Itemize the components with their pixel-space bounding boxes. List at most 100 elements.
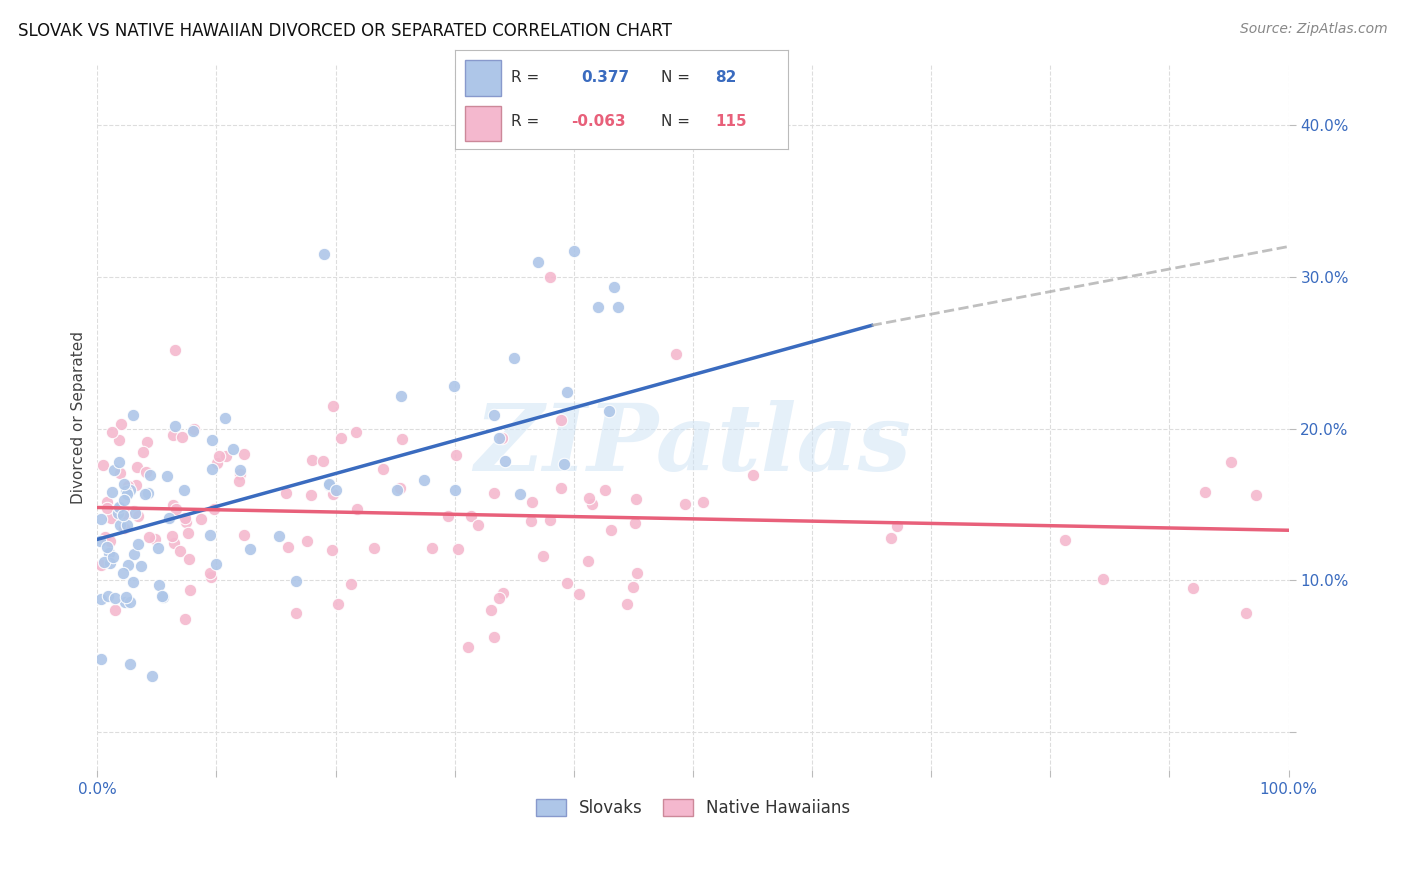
Point <box>202 501 225 516</box>
Point <box>1194 484 1216 499</box>
Point <box>138 486 160 500</box>
Point <box>229 467 252 481</box>
Point <box>124 506 146 520</box>
Legend: Slovaks, Native Hawaiians: Slovaks, Native Hawaiians <box>527 790 859 825</box>
Point <box>162 428 184 442</box>
Point <box>233 447 256 461</box>
Point <box>127 537 149 551</box>
Point <box>626 566 648 580</box>
Point <box>488 591 510 606</box>
Point <box>91 458 114 472</box>
Point <box>482 631 505 645</box>
Point <box>593 483 616 497</box>
Point <box>132 445 155 459</box>
Point <box>93 555 115 569</box>
Point <box>115 517 138 532</box>
Point <box>742 468 765 483</box>
Point <box>141 668 163 682</box>
Point <box>443 379 465 393</box>
Point <box>322 487 344 501</box>
Point <box>96 501 118 516</box>
Point <box>284 607 307 621</box>
Point <box>108 434 131 448</box>
Point <box>112 521 135 535</box>
Point <box>174 510 197 524</box>
Point <box>624 491 647 506</box>
Point <box>346 502 368 516</box>
Point <box>550 481 572 495</box>
Point <box>156 469 179 483</box>
Point <box>152 590 174 604</box>
Point <box>111 566 134 580</box>
Point <box>170 430 193 444</box>
Point <box>117 487 139 501</box>
Point <box>145 532 167 546</box>
Point <box>603 279 626 293</box>
Point <box>482 408 505 422</box>
Point <box>117 558 139 573</box>
Point <box>169 544 191 558</box>
Point <box>122 548 145 562</box>
Point <box>179 583 201 598</box>
Point <box>318 478 340 492</box>
Point <box>110 417 132 431</box>
Point <box>97 589 120 603</box>
Point <box>115 483 138 498</box>
Point <box>100 533 122 548</box>
Point <box>96 541 118 555</box>
Point <box>112 493 135 508</box>
Point <box>190 512 212 526</box>
Point <box>1219 455 1241 469</box>
Point <box>531 549 554 563</box>
Point <box>886 519 908 533</box>
Point <box>447 542 470 557</box>
Point <box>550 412 572 426</box>
Point <box>555 385 578 400</box>
Point <box>295 534 318 549</box>
Point <box>129 558 152 573</box>
Point <box>492 585 515 599</box>
Point <box>104 591 127 605</box>
Point <box>503 351 526 365</box>
Point <box>520 515 543 529</box>
Point <box>163 343 186 357</box>
Point <box>553 457 575 471</box>
Point <box>239 542 262 557</box>
Point <box>538 513 561 527</box>
Point <box>312 454 335 468</box>
Point <box>176 526 198 541</box>
Point <box>460 508 482 523</box>
Point <box>578 491 600 506</box>
Point <box>125 478 148 492</box>
Point <box>121 408 143 422</box>
Point <box>1246 488 1268 502</box>
Point <box>581 497 603 511</box>
Point <box>135 465 157 479</box>
Point <box>229 463 252 477</box>
Point <box>598 404 620 418</box>
Point <box>117 479 139 493</box>
Point <box>482 485 505 500</box>
Point <box>89 533 111 548</box>
Point <box>330 431 353 445</box>
Point <box>118 657 141 672</box>
Point <box>436 508 458 523</box>
Text: SLOVAK VS NATIVE HAWAIIAN DIVORCED OR SEPARATED CORRELATION CHART: SLOVAK VS NATIVE HAWAIIAN DIVORCED OR SE… <box>18 22 672 40</box>
Text: Source: ZipAtlas.com: Source: ZipAtlas.com <box>1240 22 1388 37</box>
Point <box>1234 606 1257 620</box>
Point <box>120 483 142 497</box>
Point <box>599 523 621 537</box>
Point <box>312 247 335 261</box>
Point <box>107 507 129 521</box>
Point <box>568 587 591 601</box>
Point <box>555 576 578 591</box>
Point <box>183 422 205 436</box>
Point <box>90 591 112 606</box>
Point <box>150 590 173 604</box>
Point <box>325 483 347 497</box>
Point <box>176 516 198 530</box>
Point <box>624 516 647 530</box>
Point <box>339 577 361 591</box>
Point <box>121 574 143 589</box>
Point <box>114 595 136 609</box>
